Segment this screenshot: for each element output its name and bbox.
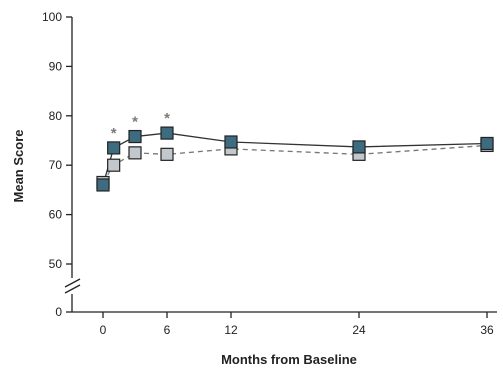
y-tick-label: 100	[42, 10, 62, 24]
series-marker-dashed	[128, 146, 142, 160]
x-ticks: 0 6 12 24 36	[100, 312, 494, 337]
series-marker-solid	[96, 178, 110, 192]
series-marker-solid	[160, 126, 174, 140]
series-marker-solid	[128, 129, 142, 144]
x-tick-label: 12	[224, 323, 238, 337]
x-tick-label: 24	[352, 323, 366, 337]
x-tick-label: 36	[480, 323, 494, 337]
axes	[64, 17, 497, 313]
y-tick-label: 90	[49, 59, 63, 73]
series-marker-dashed	[160, 147, 174, 161]
series-marker-dashed	[107, 158, 121, 172]
axis-break-marker	[64, 278, 81, 294]
x-axis-title: Months from Baseline	[221, 352, 357, 367]
y-tick-label: 80	[49, 109, 63, 123]
series-marker-solid	[352, 140, 366, 154]
significance-asterisk: *	[132, 114, 138, 131]
y-tick-label: 70	[49, 158, 63, 172]
x-tick-label: 0	[100, 323, 107, 337]
significance-asterisk: *	[111, 125, 117, 142]
annotations: * * *	[111, 110, 170, 142]
significance-asterisk: *	[164, 110, 170, 127]
y-ticks: 50 60 70 80 90 100 0	[42, 10, 72, 319]
series-marker-solid	[480, 136, 494, 151]
y-axis-title: Mean Score	[11, 130, 26, 203]
series-markers	[96, 126, 494, 192]
series-marker-solid	[224, 135, 238, 149]
y-tick-label: 60	[49, 208, 63, 222]
x-tick-label: 6	[164, 323, 171, 337]
y-tick-label: 0	[55, 305, 62, 319]
series-marker-solid	[107, 141, 121, 155]
y-tick-label: 50	[49, 257, 63, 271]
